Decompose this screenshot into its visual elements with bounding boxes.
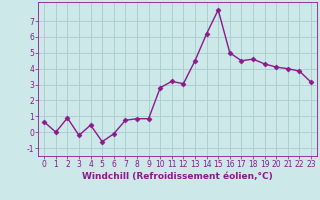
X-axis label: Windchill (Refroidissement éolien,°C): Windchill (Refroidissement éolien,°C)	[82, 172, 273, 181]
